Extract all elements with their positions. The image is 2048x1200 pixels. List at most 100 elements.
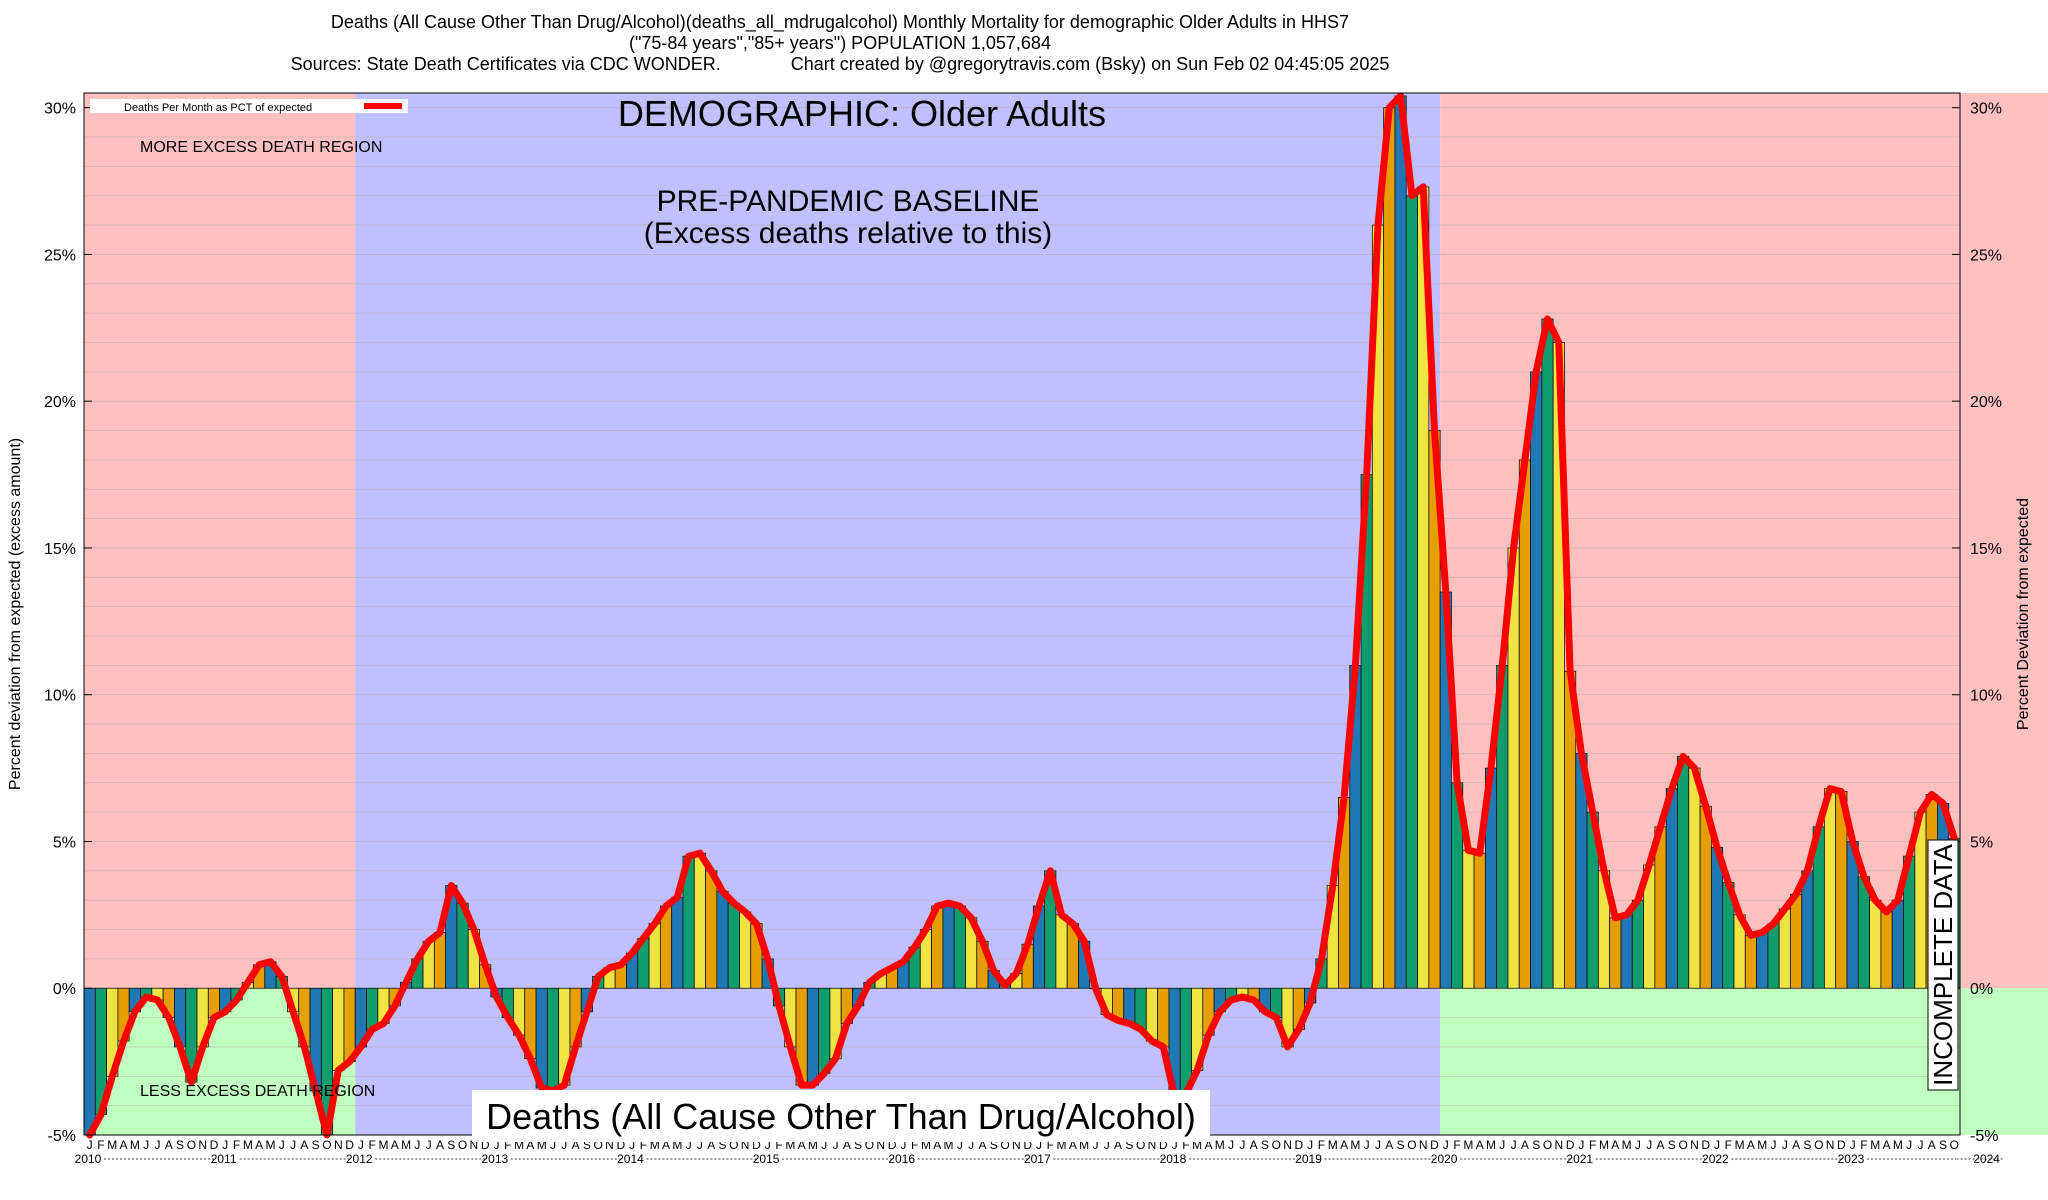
region-upper-0 xyxy=(84,93,356,989)
x-month-label: O xyxy=(1407,1138,1416,1152)
x-month-label: F xyxy=(1453,1138,1460,1152)
y-tick-label-right: 10% xyxy=(1970,688,2002,705)
x-month-label: J xyxy=(1443,1138,1449,1152)
x-month-label: D xyxy=(888,1138,897,1152)
x-month-label: J xyxy=(968,1138,974,1152)
x-month-label: D xyxy=(1837,1138,1846,1152)
data-bar xyxy=(1383,107,1396,989)
x-month-label: A xyxy=(1476,1138,1484,1152)
y-tick-label-left: 30% xyxy=(44,101,76,118)
x-month-label: J xyxy=(493,1138,499,1152)
x-month-label: A xyxy=(978,1138,986,1152)
data-bar xyxy=(332,987,345,1071)
baseline-sublabel: (Excess deaths relative to this) xyxy=(644,217,1053,250)
data-bar xyxy=(953,905,966,989)
data-bar xyxy=(1541,318,1554,989)
data-bar xyxy=(1677,755,1690,989)
demographic-label: DEMOGRAPHIC: Older Adults xyxy=(618,93,1106,134)
data-bar xyxy=(1823,788,1837,989)
x-month-label: N xyxy=(198,1138,207,1152)
x-year-label: 2018 xyxy=(1160,1152,1187,1166)
x-month-label: D xyxy=(1159,1138,1168,1152)
incomplete-label: INCOMPLETE DATA xyxy=(1928,843,1958,1085)
x-year-label: 2017 xyxy=(1024,1152,1051,1166)
x-month-label: J xyxy=(1771,1138,1777,1152)
x-month-label: M xyxy=(1057,1138,1067,1152)
data-bar xyxy=(83,987,96,1136)
x-month-label: F xyxy=(97,1138,104,1152)
x-month-label: M xyxy=(243,1138,253,1152)
x-month-label: D xyxy=(1295,1138,1304,1152)
x-month-label: J xyxy=(87,1138,93,1152)
x-month-label: S xyxy=(583,1138,591,1152)
x-month-label: A xyxy=(1114,1138,1122,1152)
data-bar xyxy=(1665,788,1678,989)
x-month-label: M xyxy=(1215,1138,1225,1152)
baseline-label: PRE-PANDEMIC BASELINE xyxy=(657,185,1040,218)
x-month-label: N xyxy=(1826,1138,1835,1152)
x-month-label: O xyxy=(1950,1138,1959,1152)
x-month-label: J xyxy=(1906,1138,1912,1152)
x-month-label: J xyxy=(222,1138,228,1152)
x-month-label: A xyxy=(1792,1138,1800,1152)
x-month-label: N xyxy=(605,1138,614,1152)
y-tick-label-right: 30% xyxy=(1970,101,2002,118)
x-year-label: 2022 xyxy=(1702,1152,1729,1166)
y-tick-label-left: 25% xyxy=(44,247,76,264)
x-year-label: 2010 xyxy=(75,1152,102,1166)
x-year-label: 2023 xyxy=(1838,1152,1865,1166)
y-tick-label-right: 25% xyxy=(1970,247,2002,264)
data-bar xyxy=(1134,987,1147,1030)
bottom-label-box xyxy=(472,1090,1210,1142)
x-month-label: M xyxy=(1599,1138,1609,1152)
x-month-label: M xyxy=(1893,1138,1903,1152)
x-month-label: F xyxy=(1589,1138,1596,1152)
x-month-label: J xyxy=(358,1138,364,1152)
x-month-label: N xyxy=(1283,1138,1292,1152)
x-month-label: S xyxy=(854,1138,862,1152)
x-month-label: S xyxy=(447,1138,455,1152)
data-bar xyxy=(1530,371,1543,989)
x-month-label: J xyxy=(1782,1138,1788,1152)
x-month-label: M xyxy=(265,1138,275,1152)
data-bar xyxy=(1880,911,1893,989)
region-label-more: MORE EXCESS DEATH REGION xyxy=(140,139,382,156)
data-bar xyxy=(1473,852,1486,989)
x-month-label: A xyxy=(1611,1138,1619,1152)
x-month-label: S xyxy=(719,1138,727,1152)
region-label-less: LESS EXCESS DEATH REGION xyxy=(140,1083,375,1100)
data-bar xyxy=(705,870,718,989)
chart-subtitle: ("75-84 years","85+ years") POPULATION 1… xyxy=(629,33,1051,53)
data-bar xyxy=(942,902,955,989)
x-month-label: N xyxy=(334,1138,343,1152)
x-month-label: A xyxy=(843,1138,851,1152)
x-month-label: O xyxy=(1136,1138,1145,1152)
x-month-label: O xyxy=(1000,1138,1009,1152)
x-month-label: J xyxy=(1036,1138,1042,1152)
data-bar xyxy=(716,890,729,989)
x-month-label: A xyxy=(255,1138,263,1152)
x-month-label: M xyxy=(401,1138,411,1152)
y-tick-label-left: 10% xyxy=(44,688,76,705)
x-month-label: J xyxy=(1499,1138,1505,1152)
x-year-label: 2013 xyxy=(481,1152,508,1166)
data-bar xyxy=(1801,870,1814,989)
x-year-label: 2019 xyxy=(1295,1152,1322,1166)
x-month-label: N xyxy=(1012,1138,1021,1152)
x-month-label: J xyxy=(1104,1138,1110,1152)
x-month-label: A xyxy=(1928,1138,1936,1152)
x-month-label: A xyxy=(436,1138,444,1152)
x-month-label: J xyxy=(1364,1138,1370,1152)
y-tick-label-right: 15% xyxy=(1970,541,2002,558)
x-month-label: D xyxy=(752,1138,761,1152)
x-month-label: D xyxy=(210,1138,219,1152)
x-month-label: O xyxy=(322,1138,331,1152)
data-bar xyxy=(1756,932,1769,989)
data-bar xyxy=(727,902,740,989)
x-month-label: J xyxy=(426,1138,432,1152)
x-month-label: F xyxy=(1318,1138,1325,1152)
x-month-label: J xyxy=(1228,1138,1234,1152)
x-month-label: A xyxy=(391,1138,399,1152)
x-month-label: M xyxy=(1463,1138,1473,1152)
x-month-label: A xyxy=(1069,1138,1077,1152)
